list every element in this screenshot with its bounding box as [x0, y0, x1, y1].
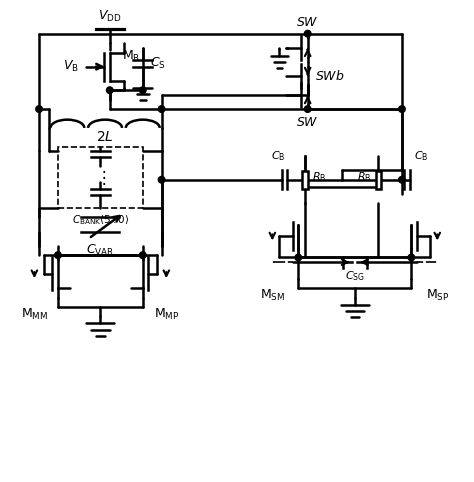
Text: $\vdots$: $\vdots$: [95, 168, 106, 187]
Circle shape: [55, 252, 61, 258]
Circle shape: [158, 106, 165, 112]
Text: $C_{\rm S}$: $C_{\rm S}$: [150, 56, 165, 71]
Bar: [375, 171, 381, 188]
Text: $\rm M_{SP}$: $\rm M_{SP}$: [426, 288, 449, 303]
Text: $\rm M_B$: $\rm M_B$: [121, 49, 140, 64]
Circle shape: [295, 254, 301, 261]
Text: $SW$: $SW$: [296, 116, 319, 129]
Circle shape: [139, 87, 146, 94]
Circle shape: [158, 176, 165, 183]
Circle shape: [139, 252, 146, 258]
Text: $V_{\rm DD}$: $V_{\rm DD}$: [98, 9, 121, 24]
Text: $C_{\rm B}$: $C_{\rm B}$: [271, 149, 285, 163]
Text: $R_{\rm B}$: $R_{\rm B}$: [312, 171, 327, 184]
Text: $\rm M_{MP}$: $\rm M_{MP}$: [154, 307, 179, 322]
Circle shape: [399, 176, 405, 183]
Text: $R_{\rm B}$: $R_{\rm B}$: [357, 171, 371, 184]
Circle shape: [107, 87, 113, 94]
Circle shape: [408, 254, 415, 261]
Bar: [302, 171, 308, 188]
Text: $V_{\rm B}$: $V_{\rm B}$: [63, 59, 79, 74]
Text: $\rm M_{MM}$: $\rm M_{MM}$: [21, 307, 48, 322]
Text: $SW$: $SW$: [296, 16, 319, 29]
Text: $\rm M_{SM}$: $\rm M_{SM}$: [260, 288, 285, 303]
Text: $C_{\rm BANK}\langle 5:0\rangle$: $C_{\rm BANK}\langle 5:0\rangle$: [72, 214, 129, 228]
Text: $C_{\rm VAR}$: $C_{\rm VAR}$: [86, 243, 115, 258]
Text: $C_{\rm B}$: $C_{\rm B}$: [413, 149, 428, 163]
Text: $2L$: $2L$: [96, 130, 114, 144]
Text: $C_{\rm SG}$: $C_{\rm SG}$: [345, 269, 365, 283]
Circle shape: [304, 106, 311, 112]
Text: $SWb$: $SWb$: [315, 69, 345, 83]
Circle shape: [304, 30, 311, 37]
Circle shape: [36, 106, 42, 112]
Circle shape: [399, 106, 405, 112]
